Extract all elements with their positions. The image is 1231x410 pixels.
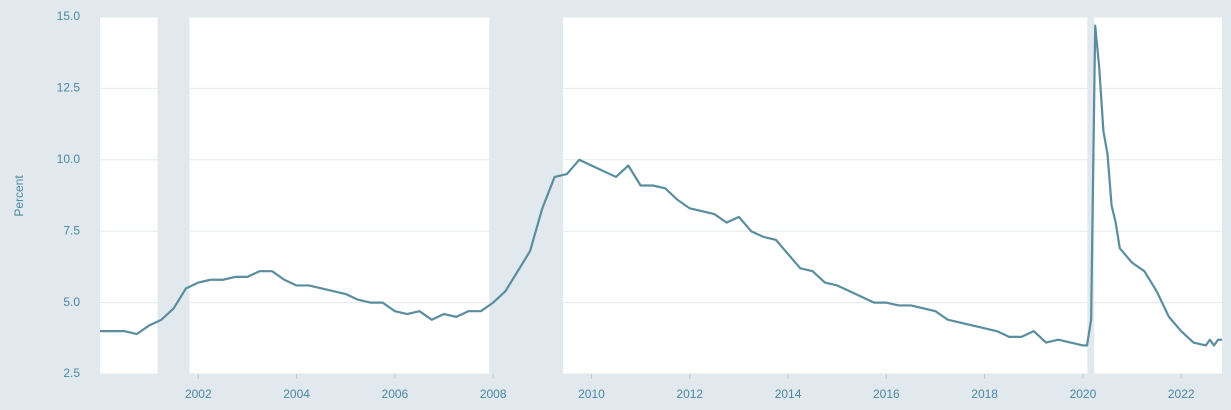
y-tick-label: 5.0 xyxy=(63,295,80,309)
x-tick-label: 2010 xyxy=(578,387,605,401)
x-tick-label: 2008 xyxy=(480,387,507,401)
x-tick-label: 2012 xyxy=(676,387,703,401)
x-tick-label: 2016 xyxy=(873,387,900,401)
recession-band xyxy=(157,17,190,374)
line-series xyxy=(100,24,1222,347)
y-tick-label: 15.0 xyxy=(57,9,81,23)
x-tick-label: 2002 xyxy=(185,387,212,401)
plot-area xyxy=(100,17,1222,374)
y-axis-label: Percent xyxy=(12,175,26,217)
x-tick-label: 2018 xyxy=(971,387,998,401)
recession-band xyxy=(1087,17,1095,374)
y-tick-label: 12.5 xyxy=(57,81,81,95)
recession-band xyxy=(489,17,563,374)
y-tick-label: 2.5 xyxy=(63,366,80,380)
x-tick-label: 2014 xyxy=(775,387,802,401)
x-tick-label: 2022 xyxy=(1168,387,1195,401)
y-tick-label: 7.5 xyxy=(63,223,80,237)
x-tick-label: 2004 xyxy=(283,387,310,401)
x-tick-label: 2020 xyxy=(1070,387,1097,401)
y-tick-label: 10.0 xyxy=(57,152,81,166)
x-tick-label: 2006 xyxy=(382,387,409,401)
